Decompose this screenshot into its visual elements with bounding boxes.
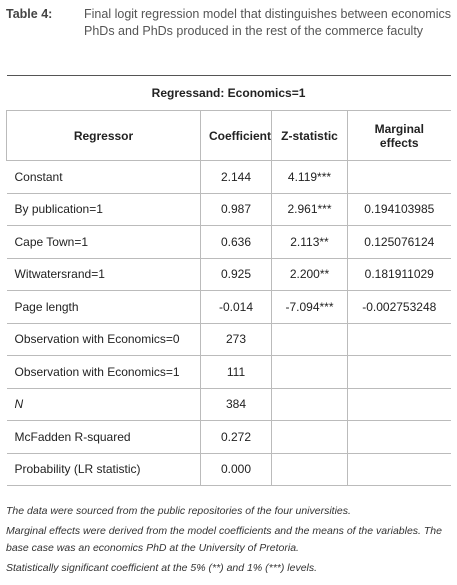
row-label: Probability (LR statistic) bbox=[6, 452, 201, 486]
empty-cell bbox=[346, 160, 451, 194]
row-label: Page length bbox=[6, 290, 201, 324]
row-label: Witwatersrand=1 bbox=[6, 257, 201, 291]
empty-cell bbox=[271, 420, 348, 454]
cell: 4.119*** bbox=[271, 160, 348, 194]
empty-cell bbox=[271, 387, 348, 421]
row-label: By publication=1 bbox=[6, 192, 201, 226]
column-header: Z-statistic bbox=[271, 110, 348, 161]
empty-cell bbox=[271, 452, 348, 486]
row-label: Cape Town=1 bbox=[6, 225, 201, 259]
table-row: McFadden R-squared 0.272 bbox=[6, 420, 451, 454]
row-label: N bbox=[6, 387, 201, 421]
column-header: Marginal effects bbox=[346, 110, 451, 161]
caption-text: Final logit regression model that distin… bbox=[84, 7, 451, 38]
table-row: Page length -0.014 -7.094*** -0.002753248 bbox=[6, 290, 451, 324]
cell: 111 bbox=[200, 355, 272, 389]
row-label: Constant bbox=[6, 160, 201, 194]
row-label: Observation with Economics=0 bbox=[6, 322, 201, 356]
cell: 0.194103985 bbox=[346, 192, 451, 226]
row-label: McFadden R-squared bbox=[6, 420, 201, 454]
cell: -0.014 bbox=[200, 290, 272, 324]
table-row: Cape Town=1 0.636 2.113** 0.125076124 bbox=[6, 225, 451, 259]
empty-cell bbox=[346, 387, 451, 421]
empty-cell bbox=[271, 322, 348, 356]
cell: 273 bbox=[200, 322, 272, 356]
note: Marginal effects were derived from the m… bbox=[6, 525, 442, 554]
table-row: Constant 2.144 4.119*** bbox=[6, 160, 451, 194]
empty-cell bbox=[271, 355, 348, 389]
regressand-row: Regressand: Economics=1 bbox=[6, 75, 451, 111]
table-row: Witwatersrand=1 0.925 2.200** 0.181911029 bbox=[6, 257, 451, 291]
empty-cell bbox=[346, 322, 451, 356]
cell: 2.961*** bbox=[271, 192, 348, 226]
cell: 2.144 bbox=[200, 160, 272, 194]
table-row: By publication=1 0.987 2.961*** 0.194103985 bbox=[6, 192, 451, 226]
notes: The data were sourced from the public re… bbox=[6, 503, 451, 580]
cell: -0.002753248 bbox=[346, 290, 451, 324]
cell: 0.181911029 bbox=[346, 257, 451, 291]
table-row: Probability (LR statistic) 0.000 bbox=[6, 452, 451, 486]
column-header: Coefficient bbox=[200, 110, 272, 161]
table-body: Regressand: Economics=1 Regressor Coeffici… bbox=[6, 75, 451, 486]
header-row: Regressor Coefficient Z-statistic Marginal … bbox=[6, 110, 451, 161]
cell: 0.925 bbox=[200, 257, 272, 291]
note: Statistically significant coefficient at… bbox=[6, 562, 318, 574]
cell: 0.272 bbox=[200, 420, 272, 454]
cell: 0.000 bbox=[200, 452, 272, 486]
table-row: Observation with Economics=1 111 bbox=[6, 355, 451, 389]
cell: -7.094*** bbox=[271, 290, 348, 324]
regressand: Regressand: Economics=1 bbox=[6, 75, 451, 111]
empty-cell bbox=[346, 452, 451, 486]
cell: 384 bbox=[200, 387, 272, 421]
cell: 2.200** bbox=[271, 257, 348, 291]
empty-cell bbox=[346, 420, 451, 454]
row-label: Observation with Economics=1 bbox=[6, 355, 201, 389]
caption: Table 4: Final logit regression model th… bbox=[6, 6, 451, 40]
table-row: Observation with Economics=0 273 bbox=[6, 322, 451, 356]
cell: 2.113** bbox=[271, 225, 348, 259]
cell: 0.125076124 bbox=[346, 225, 451, 259]
note: The data were sourced from the public re… bbox=[6, 505, 351, 517]
cell: 0.987 bbox=[200, 192, 272, 226]
empty-cell bbox=[346, 355, 451, 389]
table-row: N 384 bbox=[6, 387, 451, 421]
cell: 0.636 bbox=[200, 225, 272, 259]
column-header: Regressor bbox=[6, 110, 201, 161]
caption-label: Table 4: bbox=[6, 7, 53, 21]
regression-table: Regressand: Economics=1 Regressor Coeffici… bbox=[6, 75, 451, 486]
